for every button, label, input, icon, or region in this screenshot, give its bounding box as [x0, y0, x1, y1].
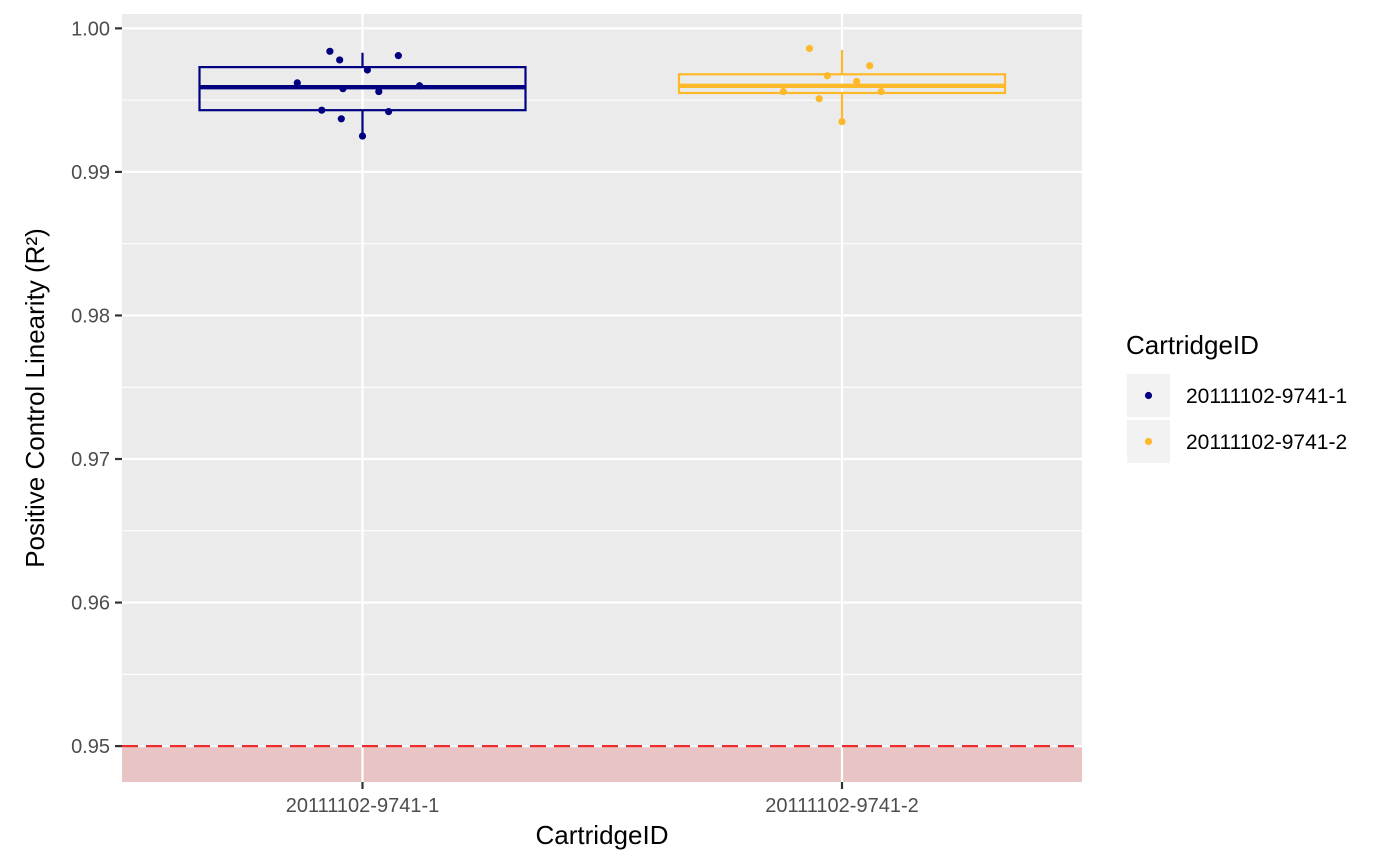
x-tick-label: 20111102-9741-1	[286, 795, 439, 817]
data-point	[318, 106, 326, 114]
data-point	[779, 87, 787, 96]
data-point	[339, 85, 347, 93]
data-point	[375, 87, 383, 96]
grid-minor	[122, 99, 1082, 675]
data-point	[394, 52, 402, 60]
x-axis-title: CartridgeID	[536, 820, 669, 850]
data-point	[326, 47, 334, 55]
data-point	[293, 79, 301, 87]
y-axis: 0.95 0.96 0.97 0.98 0.99 1.00	[71, 18, 122, 758]
y-tick-label: 0.97	[71, 449, 110, 471]
data-points	[293, 44, 885, 140]
boxes	[198, 49, 1007, 137]
legend-key-point	[1144, 437, 1153, 446]
x-axis: 20111102-9741-1 20111102-9741-2	[286, 782, 919, 817]
data-point	[805, 44, 814, 53]
data-point	[336, 56, 344, 64]
y-tick-label: 0.98	[71, 305, 110, 327]
y-tick-label: 0.95	[71, 736, 110, 758]
data-point	[838, 118, 846, 126]
y-axis-title: Positive Control Linearity (R²)	[20, 228, 50, 568]
legend: CartridgeID 20111102-9741-1 20111102-9741…	[1126, 330, 1347, 463]
data-point	[337, 115, 345, 123]
data-point	[815, 95, 823, 103]
legend-title: CartridgeID	[1126, 330, 1259, 360]
threshold-band	[122, 746, 1082, 782]
data-point	[823, 72, 831, 80]
data-point	[363, 66, 371, 74]
y-tick-label: 1.00	[71, 18, 110, 40]
data-point	[415, 82, 424, 90]
plot-panel	[122, 14, 1082, 782]
data-point	[853, 77, 861, 86]
legend-label: 20111102-9741-1	[1186, 385, 1347, 408]
legend-key-point	[1144, 391, 1153, 400]
legend-label: 20111102-9741-2	[1186, 431, 1347, 454]
x-tick-label: 20111102-9741-2	[765, 795, 918, 817]
data-point	[877, 87, 885, 96]
y-tick-label: 0.96	[71, 593, 110, 615]
data-point	[866, 62, 874, 70]
y-axis-title-text: Positive Control Linearity	[20, 280, 50, 568]
y-tick-label: 0.99	[71, 162, 110, 184]
y-axis-title-math: (R²)	[20, 228, 50, 273]
data-point	[358, 132, 367, 140]
data-point	[384, 108, 393, 116]
